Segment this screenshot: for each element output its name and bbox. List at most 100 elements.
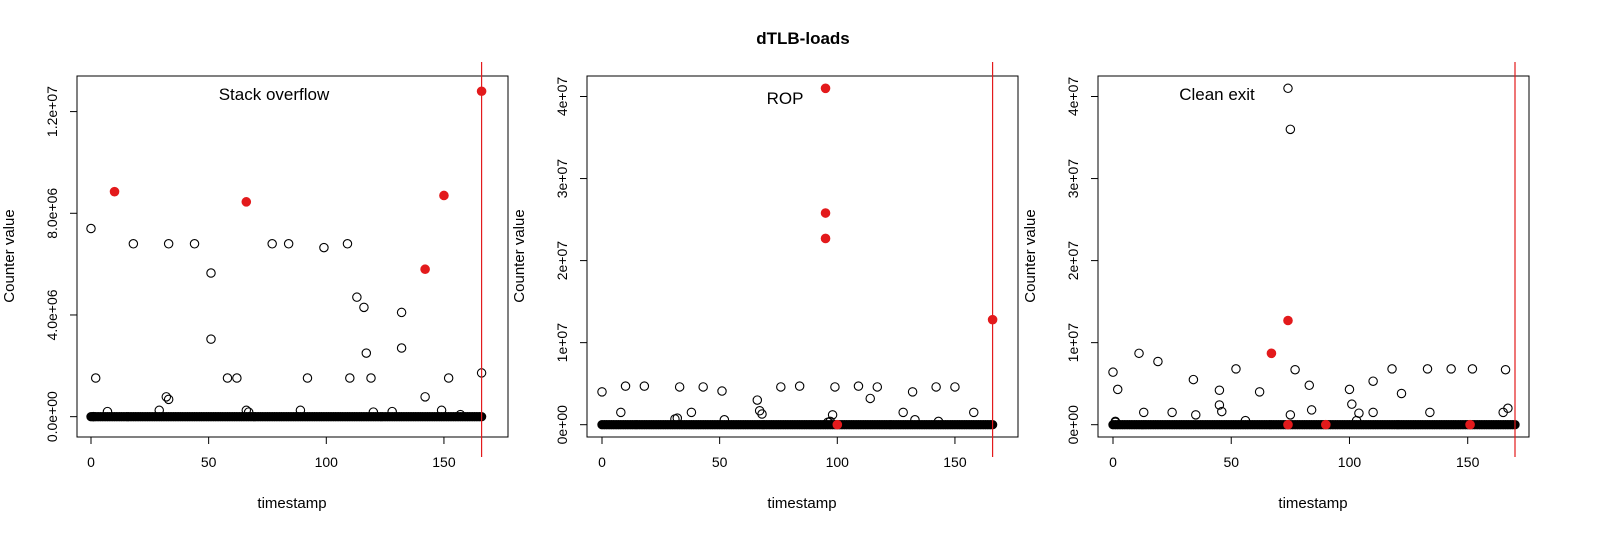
data-point [907,387,918,397]
x-tick-label: 0 [87,454,95,470]
x-tick-label: 100 [826,454,850,470]
data-point [1347,399,1357,409]
plot-frame [1097,75,1530,438]
highlight-point [820,208,831,218]
data-point [366,373,376,383]
data-point [717,386,727,396]
data-point [933,416,944,427]
y-axis-label: Counter value [1,209,18,302]
data-point [436,405,447,416]
data-point [1240,415,1251,426]
data-point [597,387,607,397]
data-point [420,392,430,402]
y-ticks: 0.0e+00 4.0e+06 8.0e+06 1.2e+07 [44,86,78,442]
data-point [1283,83,1293,94]
y-axis-label: Counter value [511,209,528,302]
data-point [283,239,294,249]
x-axis-label: timestamp [767,495,836,512]
marks [86,62,487,457]
data-point [698,382,708,392]
data-point [128,239,139,249]
y-tick-label: 1.2e+07 [44,86,60,137]
x-ticks: 0 50 100 150 [1109,436,1480,470]
data-point [616,407,626,418]
y-tick-label: 3e+07 [554,159,570,199]
data-point [396,343,407,353]
highlight-point [820,233,831,244]
data-point [368,407,379,417]
data-point [794,381,805,391]
data-point [865,393,875,404]
data-point [1503,403,1513,414]
data-point [443,373,454,383]
highlight-point [1283,315,1293,326]
highlight-point [832,419,843,430]
y-ticks: 0e+00 1e+07 2e+07 3e+07 4e+07 [554,77,588,445]
data-point [1214,400,1225,410]
data-point [1290,364,1300,375]
data-point [189,239,200,249]
data-point [1304,380,1315,391]
data-point [1108,367,1118,377]
panel-title: ROP [767,89,804,108]
x-tick-label: 50 [1223,454,1239,470]
data-point [361,348,372,358]
x-tick-label: 50 [201,454,217,470]
data-point [387,406,397,417]
highlight-point [1321,419,1331,430]
data-point [620,381,631,391]
y-tick-label: 0e+00 [554,405,570,445]
data-point [853,381,864,391]
x-tick-label: 150 [1456,454,1480,470]
highlight-point [1266,348,1277,359]
data-point [950,382,960,392]
data-point [719,415,730,425]
data-point [342,239,353,249]
data-point [163,239,174,249]
data-point [163,394,174,405]
data-point [1354,408,1364,418]
y-ticks: 0e+00 1e+07 2e+07 3e+07 4e+07 [1065,77,1099,445]
data-point [639,381,650,391]
panel-rop: ROP timestamp Counter value 0 50 100 150 0e… [511,62,1019,512]
y-tick-label: 3e+07 [1065,159,1081,199]
figure-title: dTLB-loads [756,29,850,48]
highlight-point [109,186,120,197]
data-point [1285,124,1296,135]
marks [597,62,998,457]
data-point [757,409,767,419]
x-ticks: 0 50 100 150 [598,436,967,470]
data-point [154,405,164,416]
y-tick-label: 8.0e+06 [44,188,60,239]
highlight-point [420,264,430,275]
data-point [898,407,908,418]
data-point [1285,410,1296,420]
data-point [295,405,306,416]
x-ticks: 0 50 100 150 [87,436,456,470]
x-axis-label: timestamp [1278,495,1347,512]
y-tick-label: 1e+07 [1065,323,1081,363]
x-tick-label: 0 [1109,454,1117,470]
panel-title: Clean exit [1179,85,1255,104]
x-axis-label: timestamp [257,495,326,512]
data-point [827,410,838,420]
panel-title: Stack overflow [219,85,330,104]
data-point [752,395,763,405]
highlight-point [820,83,831,94]
data-point [102,406,113,417]
highlight-point [987,314,998,325]
data-point [1188,374,1199,385]
y-axis-label: Counter value [1022,209,1039,302]
data-point [776,382,786,392]
data-point [686,407,697,418]
y-tick-label: 0e+00 [1065,405,1081,445]
data-point [267,239,277,249]
panel-stack-overflow: Stack overflow timestamp Counter value 0… [1,62,509,512]
highlight-point [1283,419,1293,430]
data-point [90,373,101,383]
data-point [1153,356,1163,367]
data-point [232,373,242,383]
plot-frame [76,75,509,438]
data-point [1112,384,1123,395]
